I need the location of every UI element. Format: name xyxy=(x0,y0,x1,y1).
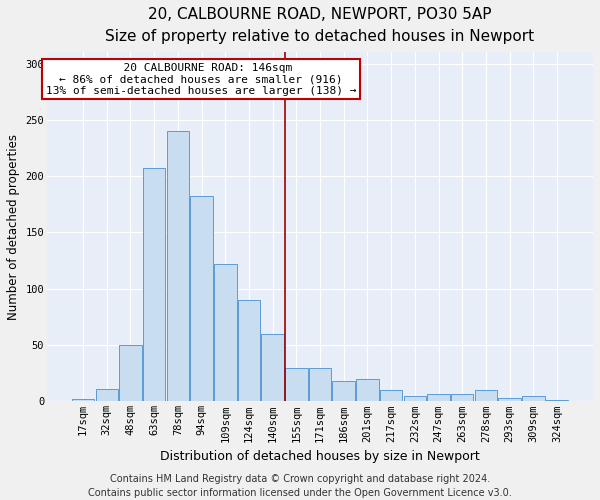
Bar xyxy=(499,398,521,402)
Text: Contains HM Land Registry data © Crown copyright and database right 2024.
Contai: Contains HM Land Registry data © Crown c… xyxy=(88,474,512,498)
Bar xyxy=(190,196,213,402)
Text: 20 CALBOURNE ROAD: 146sqm
← 86% of detached houses are smaller (916)
13% of semi: 20 CALBOURNE ROAD: 146sqm ← 86% of detac… xyxy=(46,62,356,96)
Y-axis label: Number of detached properties: Number of detached properties xyxy=(7,134,20,320)
Bar xyxy=(475,390,497,402)
X-axis label: Distribution of detached houses by size in Newport: Distribution of detached houses by size … xyxy=(160,450,480,463)
Bar xyxy=(214,264,236,402)
Bar xyxy=(238,300,260,402)
Bar xyxy=(262,334,284,402)
Bar xyxy=(95,389,118,402)
Bar xyxy=(332,381,355,402)
Bar xyxy=(522,396,545,402)
Bar xyxy=(309,368,331,402)
Bar xyxy=(546,400,568,402)
Bar xyxy=(285,368,308,402)
Bar xyxy=(119,345,142,402)
Bar xyxy=(451,394,473,402)
Title: 20, CALBOURNE ROAD, NEWPORT, PO30 5AP
Size of property relative to detached hous: 20, CALBOURNE ROAD, NEWPORT, PO30 5AP Si… xyxy=(106,7,535,44)
Bar xyxy=(356,379,379,402)
Bar xyxy=(427,394,450,402)
Bar xyxy=(143,168,166,402)
Bar xyxy=(72,399,94,402)
Bar xyxy=(380,390,403,402)
Bar xyxy=(167,131,189,402)
Bar xyxy=(404,396,426,402)
